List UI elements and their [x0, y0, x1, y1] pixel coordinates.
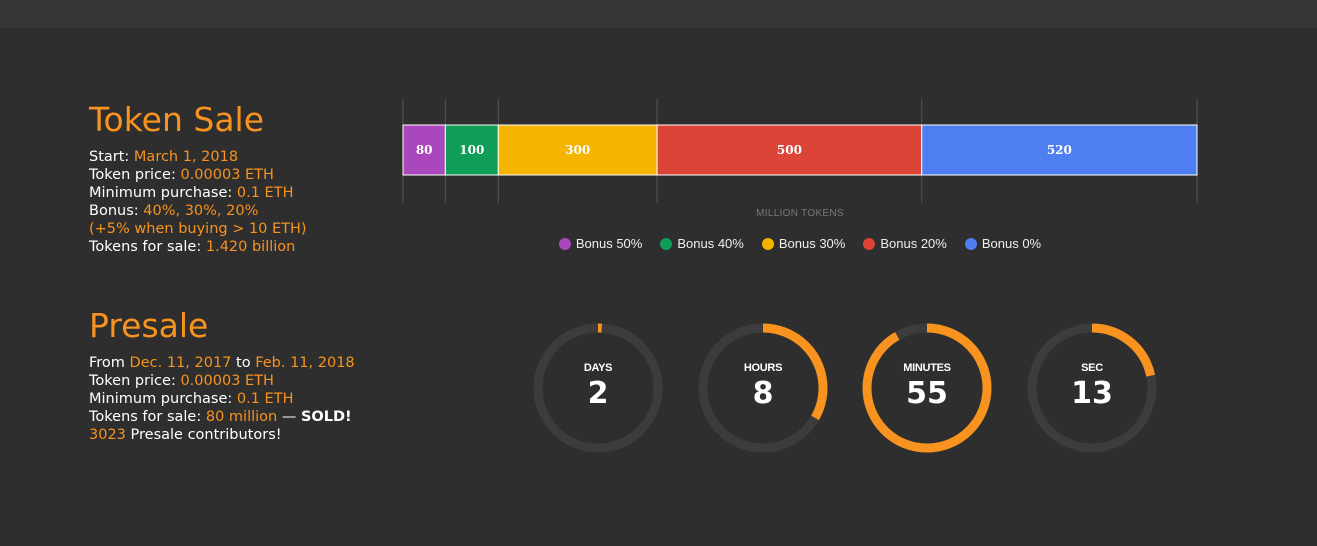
- chart-legend: Bonus 50% Bonus 40% Bonus 30% Bonus 20% Bonu…: [403, 236, 1197, 251]
- legend-label-2: Bonus 30%: [778, 236, 846, 251]
- bar-value-label-1: 100: [459, 143, 484, 157]
- price-line: Token price: 0.00003 ETH: [89, 166, 307, 184]
- min-purchase-value: 0.1 ETH: [236, 185, 294, 201]
- tokens-for-sale-line: Tokens for sale: 1.420 billion: [89, 238, 307, 256]
- bar-segment-0: [402, 124, 446, 176]
- countdown-value: 8: [752, 376, 774, 411]
- bonus-note: (+5% when buying > 10 ETH): [89, 221, 307, 237]
- from-label: From: [89, 355, 130, 371]
- bar-segment-3: [656, 124, 923, 176]
- countdown-ring: [533, 323, 663, 453]
- bar-value-label-2: 300: [565, 143, 590, 157]
- token-distribution-chart: 80 100 300 500 520: [402, 99, 1198, 209]
- sold-dash: —: [277, 409, 301, 425]
- top-bar: [0, 0, 1317, 28]
- tokens-for-sale-value: 1.420 billion: [205, 239, 296, 255]
- token-sale-section: Token Sale Start: March 1, 2018 Token pr…: [89, 100, 307, 256]
- presale-forsale-line: Tokens for sale: 80 million — SOLD!: [89, 408, 355, 426]
- countdown-ring: [862, 323, 992, 453]
- legend-item-2: Bonus 30%: [761, 236, 846, 251]
- countdown-value: 55: [906, 376, 948, 411]
- countdown-hours: HOURS 8: [695, 320, 831, 456]
- start-label: Start:: [89, 149, 134, 165]
- legend-item-1: Bonus 40%: [660, 236, 744, 251]
- bonus-label: Bonus:: [89, 203, 144, 219]
- presale-forsale-value: 80 million: [205, 409, 278, 425]
- countdown-label: MINUTES: [903, 362, 951, 374]
- bar-value-label-0: 80: [416, 143, 433, 157]
- countdown-sec: SEC 13: [1024, 320, 1160, 456]
- start-line: Start: March 1, 2018: [89, 148, 307, 166]
- legend-item-0: Bonus 50%: [558, 236, 643, 251]
- bar-value-label-4: 520: [1047, 143, 1072, 157]
- countdown-ring: [1027, 323, 1157, 453]
- legend-swatch-0: [558, 237, 571, 250]
- legend-label-1: Bonus 40%: [677, 236, 744, 251]
- price-value: 0.00003 ETH: [180, 167, 274, 183]
- presale-details: From Dec. 11, 2017 to Feb. 11, 2018 Toke…: [89, 354, 355, 444]
- countdown-days: DAYS 2: [530, 320, 666, 456]
- chart-svg: 80 100 300 500 520: [402, 99, 1198, 203]
- presale-title: Presale: [89, 306, 209, 345]
- ring-progress: [533, 323, 663, 453]
- min-purchase-line: Minimum purchase: 0.1 ETH: [89, 184, 307, 202]
- countdown-label: HOURS: [743, 362, 783, 374]
- presale-price-value: 0.00003 ETH: [180, 373, 274, 389]
- sold-badge: SOLD!: [300, 409, 352, 425]
- countdown-minutes: MINUTES 55: [859, 320, 995, 456]
- presale-price-label: Token price:: [89, 373, 181, 389]
- presale-dates-line: From Dec. 11, 2017 to Feb. 11, 2018: [89, 354, 355, 372]
- bar-value-label-3: 500: [777, 143, 802, 157]
- chart-x-axis-label: MILLION TOKENS: [756, 208, 844, 219]
- to-value: Feb. 11, 2018: [255, 355, 355, 371]
- ring-progress: [862, 323, 992, 453]
- ring-progress: [1027, 323, 1157, 453]
- bar-segment-4: [921, 124, 1198, 176]
- contributors-label: Presale contributors!: [125, 427, 282, 443]
- legend-swatch-4: [964, 237, 977, 250]
- price-label: Token price:: [89, 167, 181, 183]
- legend-swatch-3: [863, 237, 876, 250]
- tokens-for-sale-label: Tokens for sale:: [89, 239, 206, 255]
- countdown-value: 2: [587, 376, 609, 411]
- bonus-value: 40%, 30%, 20%: [143, 203, 259, 219]
- countdown-label: SEC: [1081, 362, 1103, 374]
- contributors-line: 3023 Presale contributors!: [89, 426, 355, 444]
- ring-progress: [698, 323, 828, 453]
- bonus-line: Bonus: 40%, 30%, 20%: [89, 202, 307, 220]
- legend-swatch-1: [660, 237, 673, 250]
- min-purchase-label: Minimum purchase:: [89, 185, 237, 201]
- legend-item-3: Bonus 20%: [863, 236, 947, 251]
- token-sale-title: Token Sale: [89, 100, 265, 139]
- from-value: Dec. 11, 2017: [129, 355, 232, 371]
- legend-swatch-2: [761, 237, 774, 250]
- start-value: March 1, 2018: [133, 149, 239, 165]
- presale-forsale-label: Tokens for sale:: [89, 409, 206, 425]
- countdown-value: 13: [1071, 376, 1113, 411]
- presale-min-value: 0.1 ETH: [236, 391, 294, 407]
- presale-price-line: Token price: 0.00003 ETH: [89, 372, 355, 390]
- to-label: to: [231, 355, 256, 371]
- legend-label-4: Bonus 0%: [981, 236, 1042, 251]
- token-sale-details: Start: March 1, 2018 Token price: 0.0000…: [89, 148, 307, 256]
- legend-label-3: Bonus 20%: [880, 236, 947, 251]
- presale-min-label: Minimum purchase:: [89, 391, 237, 407]
- presale-min-line: Minimum purchase: 0.1 ETH: [89, 390, 355, 408]
- legend-label-0: Bonus 50%: [575, 236, 643, 251]
- contributors-count: 3023: [89, 427, 126, 443]
- presale-section: Presale From Dec. 11, 2017 to Feb. 11, 2…: [89, 306, 355, 444]
- countdown-label: DAYS: [583, 362, 613, 374]
- countdown-ring: [698, 323, 828, 453]
- legend-item-4: Bonus 0%: [964, 236, 1042, 251]
